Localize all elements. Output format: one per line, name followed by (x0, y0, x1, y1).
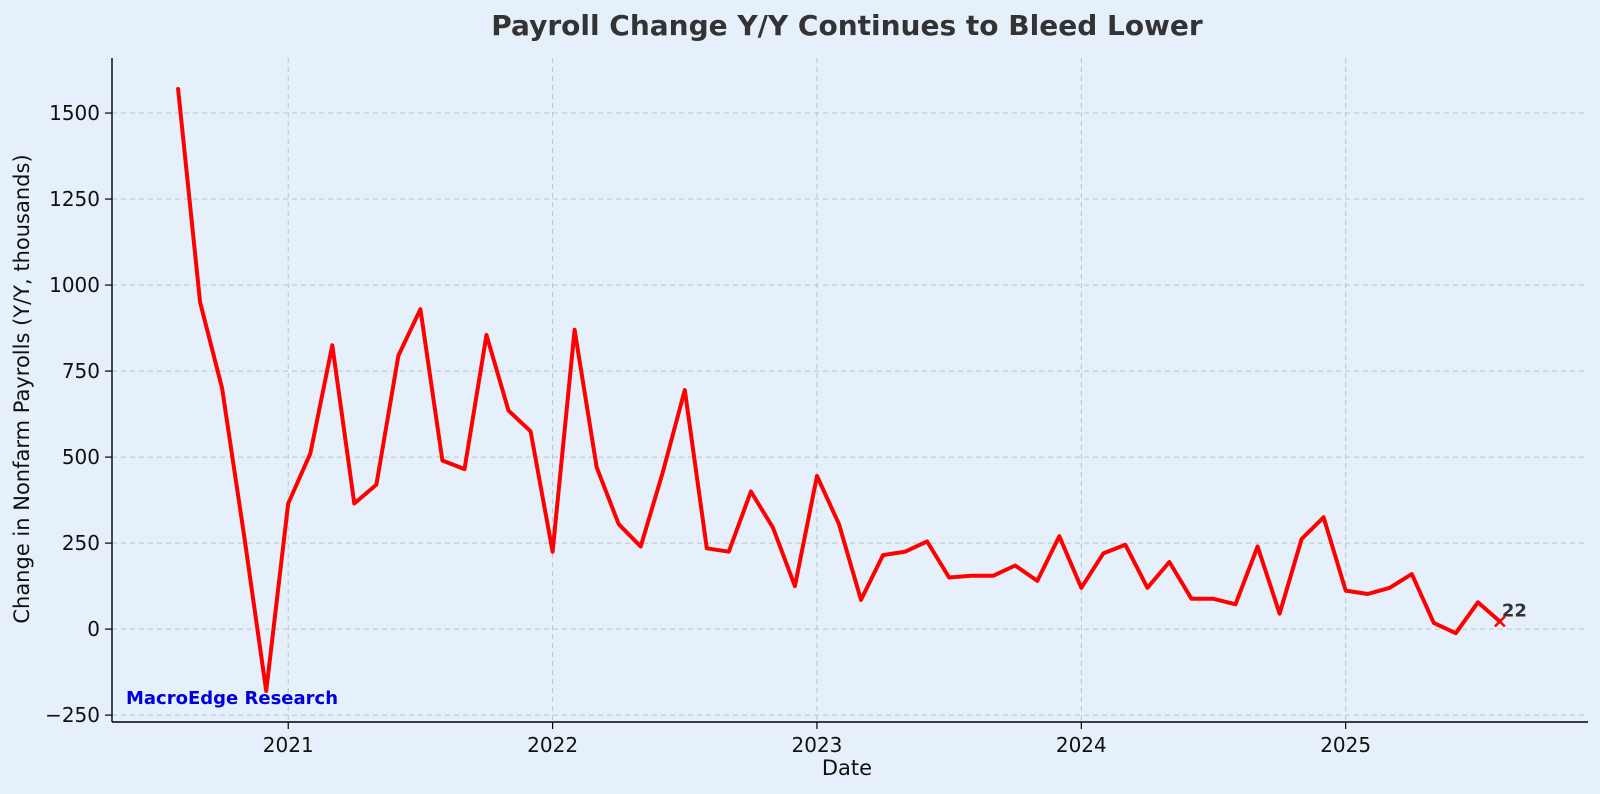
chart-title: Payroll Change Y/Y Continues to Bleed Lo… (491, 9, 1203, 42)
y-tick-label: 1250 (49, 187, 100, 211)
y-tick-label: 750 (62, 359, 100, 383)
y-tick-label: 1000 (49, 273, 100, 297)
y-tick-label: −250 (45, 703, 100, 727)
x-tick-label: 2022 (527, 733, 578, 757)
tick-labels: −250 0 250 500 750 1000 1250 1500 2021 2022 2023 20… (45, 101, 1371, 757)
x-tick-label: 2025 (1320, 733, 1371, 757)
series-layer (176, 87, 1506, 693)
x-tick-label: 2023 (792, 733, 843, 757)
payroll-change-line (176, 87, 1502, 693)
y-tick-label: 250 (62, 531, 100, 555)
x-tick-label: 2021 (263, 733, 314, 757)
y-tick-label: 500 (62, 445, 100, 469)
x-axis-label: Date (822, 756, 872, 780)
y-tick-label: 1500 (49, 101, 100, 125)
x-tick-label: 2024 (1056, 733, 1107, 757)
last-point-marker-stroke (1493, 615, 1506, 628)
axes (105, 58, 1588, 729)
y-axis-label: Change in Nonfarm Payrolls (Y/Y, thousan… (10, 154, 34, 623)
watermark-text: MacroEdge Research (126, 688, 338, 709)
last-point-marker (1493, 615, 1506, 628)
y-tick-label: 0 (87, 617, 100, 641)
last-value-label: 22 (1502, 601, 1527, 622)
grid-lines (112, 58, 1588, 722)
